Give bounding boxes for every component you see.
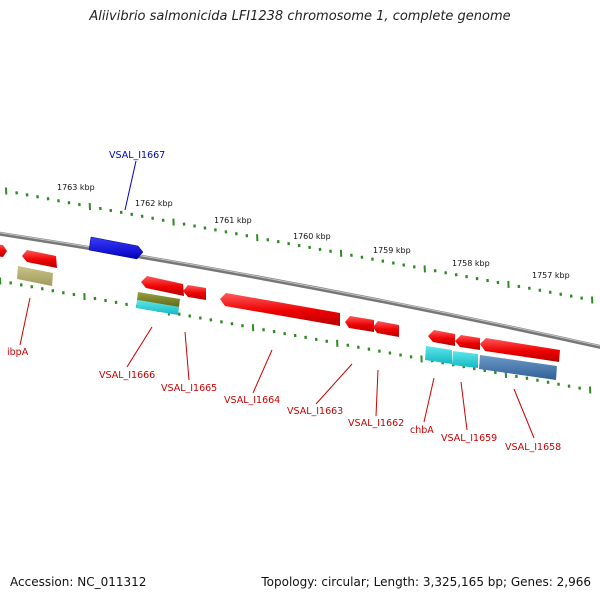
gene-arrow[interactable]	[22, 250, 57, 268]
feature-bar[interactable]	[479, 355, 557, 380]
gene-arrow[interactable]	[428, 330, 455, 346]
gene-arrow[interactable]	[141, 276, 184, 296]
gene-label[interactable]: VSAL_I1666	[99, 370, 155, 381]
leader-line	[375, 369, 379, 417]
gene-arrow[interactable]	[345, 316, 374, 332]
gene-arrow[interactable]	[183, 285, 206, 300]
leader-line	[423, 377, 435, 423]
kbp-label: 1757 kbp	[532, 271, 570, 280]
feature-bar[interactable]	[425, 346, 452, 364]
gene-row-features	[17, 266, 557, 380]
kbp-label: 1759 kbp	[373, 246, 411, 255]
feature-bar[interactable]	[136, 300, 179, 315]
feature-bar[interactable]	[137, 292, 180, 307]
gene-labels: VSAL_I1667 ibpA VSAL_I1666 VSAL_I1665 VS…	[7, 150, 561, 453]
leader-line	[184, 331, 190, 381]
gene-label[interactable]: chbA	[410, 425, 434, 436]
kbp-label: 1761 kbp	[214, 216, 252, 225]
leader-line	[460, 381, 468, 431]
leader-line	[315, 363, 353, 405]
gene-label[interactable]: VSAL_I1667	[109, 150, 165, 161]
gene-label[interactable]: VSAL_I1663	[287, 406, 343, 417]
kbp-label: 1760 kbp	[293, 232, 331, 241]
genome-backbone	[0, 231, 600, 349]
genome-backbone-highlight	[0, 232, 600, 347]
gene-label[interactable]: ibpA	[7, 347, 29, 358]
accession-text: Accession: NC_011312	[10, 575, 147, 589]
gene-arrow[interactable]	[0, 244, 7, 257]
gene-label[interactable]: VSAL_I1658	[505, 442, 561, 453]
outer-tick-ruler	[5, 187, 594, 304]
gene-row-red	[0, 244, 560, 362]
gene-label[interactable]: VSAL_I1659	[441, 433, 497, 444]
feature-bar[interactable]	[17, 266, 53, 286]
kbp-label: 1763 kbp	[57, 183, 95, 192]
gene-label[interactable]: VSAL_I1662	[348, 418, 404, 429]
leader-line	[19, 297, 31, 346]
gene-label[interactable]: VSAL_I1664	[224, 395, 280, 406]
gene-arrow[interactable]	[480, 338, 560, 362]
leader-line	[124, 160, 137, 211]
feature-bar[interactable]	[452, 351, 478, 368]
kbp-labels: 1763 kbp 1762 kbp 1761 kbp 1760 kbp 1759…	[57, 183, 570, 280]
gene-arrow[interactable]	[373, 321, 399, 337]
inner-tick-ruler	[0, 277, 592, 394]
map-title: Aliivibrio salmonicida LFI1238 chromosom…	[89, 9, 511, 24]
leader-line	[513, 388, 535, 439]
genome-summary-text: Topology: circular; Length: 3,325,165 bp…	[261, 575, 591, 589]
kbp-label: 1762 kbp	[135, 199, 173, 208]
gene-label[interactable]: VSAL_I1665	[161, 383, 217, 394]
leader-line	[126, 326, 153, 368]
leader-lines	[19, 160, 535, 439]
gene-arrow	[88, 236, 144, 260]
gene-arrow[interactable]	[220, 293, 340, 326]
kbp-label: 1758 kbp	[452, 259, 490, 268]
gene-VSAL_I1667[interactable]	[88, 236, 144, 260]
gene-arrow[interactable]	[455, 335, 480, 350]
leader-line	[252, 349, 273, 394]
